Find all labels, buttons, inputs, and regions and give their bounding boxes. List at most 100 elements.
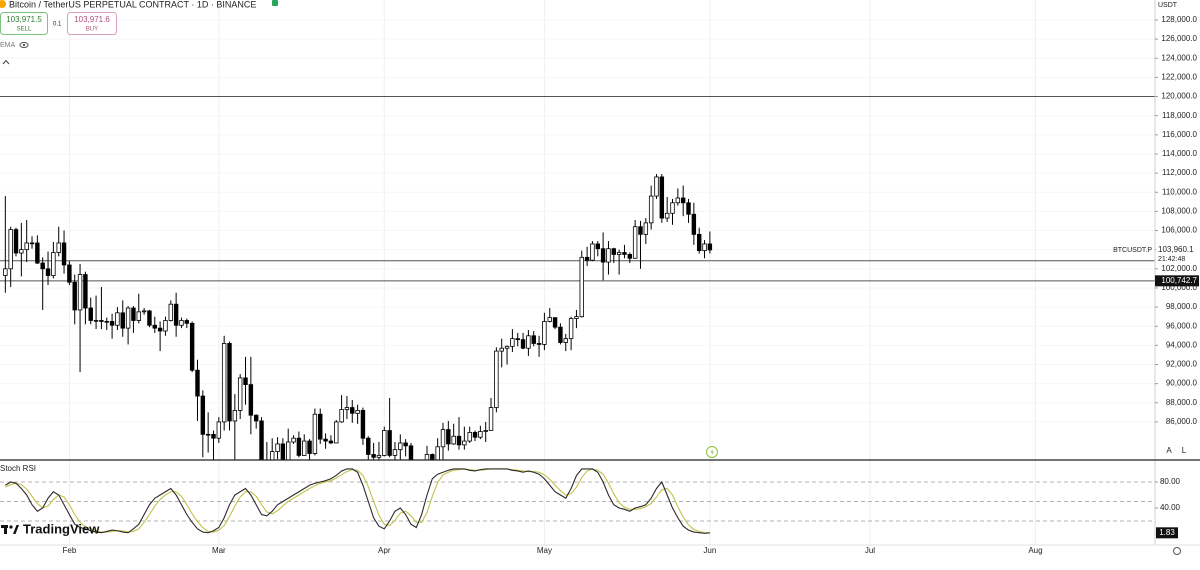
candle-body <box>408 445 414 460</box>
candle-body <box>344 407 350 410</box>
candle-body <box>632 226 638 259</box>
indicator-label: EMA <box>0 42 16 49</box>
last-price-label: 103,960.1 <box>1158 245 1194 254</box>
visibility-icon[interactable] <box>19 41 29 49</box>
candle-body <box>648 195 654 224</box>
sell-label: SELL <box>17 27 32 33</box>
candle-body <box>563 338 568 343</box>
stoch-title: Stoch RSI <box>0 464 36 473</box>
candle-body <box>520 339 526 349</box>
x-tick-label: Jul <box>865 546 875 555</box>
candle-body <box>568 318 574 340</box>
candle-body <box>120 312 125 329</box>
event-bolt <box>710 448 714 456</box>
candle-body <box>691 213 697 235</box>
candle-body <box>136 311 141 321</box>
candle-body <box>163 320 168 332</box>
y-tick-label: 118,000.0 <box>1162 111 1198 120</box>
candle-body <box>398 442 403 451</box>
candle-body <box>483 430 488 432</box>
candle-body <box>45 268 51 276</box>
candle-body <box>3 268 8 276</box>
logo-dot <box>9 525 13 529</box>
price-unit: USDT <box>1158 2 1178 9</box>
candle-body <box>499 347 504 352</box>
x-tick-label: Feb <box>62 546 76 555</box>
candle-body <box>456 435 462 446</box>
candle-body <box>350 407 355 414</box>
last-value-label: 1.83 <box>1159 528 1175 537</box>
y-tick-label: 102,000.0 <box>1161 264 1197 273</box>
candle-body <box>707 243 713 251</box>
candle-body <box>403 442 408 447</box>
candle-body <box>99 320 104 322</box>
candle-body <box>638 226 643 235</box>
candle-body <box>446 429 451 445</box>
candle-body <box>141 310 147 313</box>
candle-body <box>269 451 275 460</box>
countdown: 21:42:48 <box>1158 256 1185 263</box>
y-tick-label: 40.00 <box>1160 503 1181 512</box>
candle-body <box>526 335 531 349</box>
y-tick-label: 106,000.0 <box>1161 226 1197 235</box>
candle-body <box>302 440 307 456</box>
buy-price: 103,971.6 <box>74 15 110 24</box>
candle-body <box>680 197 686 204</box>
y-tick-label: 94,000.0 <box>1166 340 1198 349</box>
settings-icon[interactable] <box>1173 547 1181 555</box>
candle-body <box>339 409 344 423</box>
collapse-toggle[interactable] <box>2 59 10 65</box>
candle-body <box>237 377 243 411</box>
candle-body <box>686 202 691 215</box>
candle-body <box>211 433 216 439</box>
chart-title: Bitcoin / TetherUS PERPETUAL CONTRACT · … <box>9 0 256 9</box>
candle-body <box>147 310 152 326</box>
candle-body <box>8 229 13 270</box>
candle-body <box>574 316 579 319</box>
candle-body <box>643 222 649 235</box>
stoch-line <box>5 468 710 534</box>
x-tick-label: Apr <box>378 546 391 555</box>
candle-body <box>275 443 280 452</box>
candle-body <box>355 410 360 414</box>
candle-body <box>600 248 606 263</box>
sell-button[interactable] <box>0 12 48 35</box>
y-tick-label: 110,000.0 <box>1162 187 1198 196</box>
candle-body <box>696 233 702 252</box>
candle-body <box>552 317 558 328</box>
x-tick-label: Jun <box>703 546 716 555</box>
log-scale[interactable]: L <box>1182 446 1187 455</box>
candle-body <box>616 252 622 255</box>
candle-body <box>152 324 157 329</box>
candle-body <box>232 410 238 422</box>
sell-price: 103,971.5 <box>6 15 42 24</box>
candle-body <box>312 413 318 454</box>
auto-scale[interactable]: A <box>1166 446 1172 455</box>
quantity: 0.1 <box>53 22 62 28</box>
candle-body <box>382 430 387 456</box>
y-tick-label: 100,000.0 <box>1161 283 1197 292</box>
candle-body <box>259 420 264 460</box>
candle-body <box>291 437 296 443</box>
candle-body <box>157 327 163 332</box>
buy-button[interactable] <box>67 12 117 35</box>
marked-price-label: 100,742.7 <box>1161 276 1197 285</box>
candle-body <box>307 440 312 454</box>
candle-body <box>376 455 382 458</box>
candle-body <box>179 320 184 326</box>
logo-slash <box>13 525 19 534</box>
candle-body <box>77 274 83 311</box>
candle-body <box>654 176 659 197</box>
y-tick-label: 92,000.0 <box>1166 360 1198 369</box>
last-value-box <box>1156 527 1178 539</box>
candle-body <box>216 421 222 439</box>
candle-body <box>184 320 190 324</box>
candle-body <box>248 384 254 416</box>
candle-body <box>168 303 174 321</box>
y-tick-label: 112,000.0 <box>1162 168 1198 177</box>
candle-body <box>35 242 40 264</box>
candle-body <box>371 454 376 458</box>
candle-body <box>488 407 494 431</box>
candle-body <box>93 320 99 322</box>
